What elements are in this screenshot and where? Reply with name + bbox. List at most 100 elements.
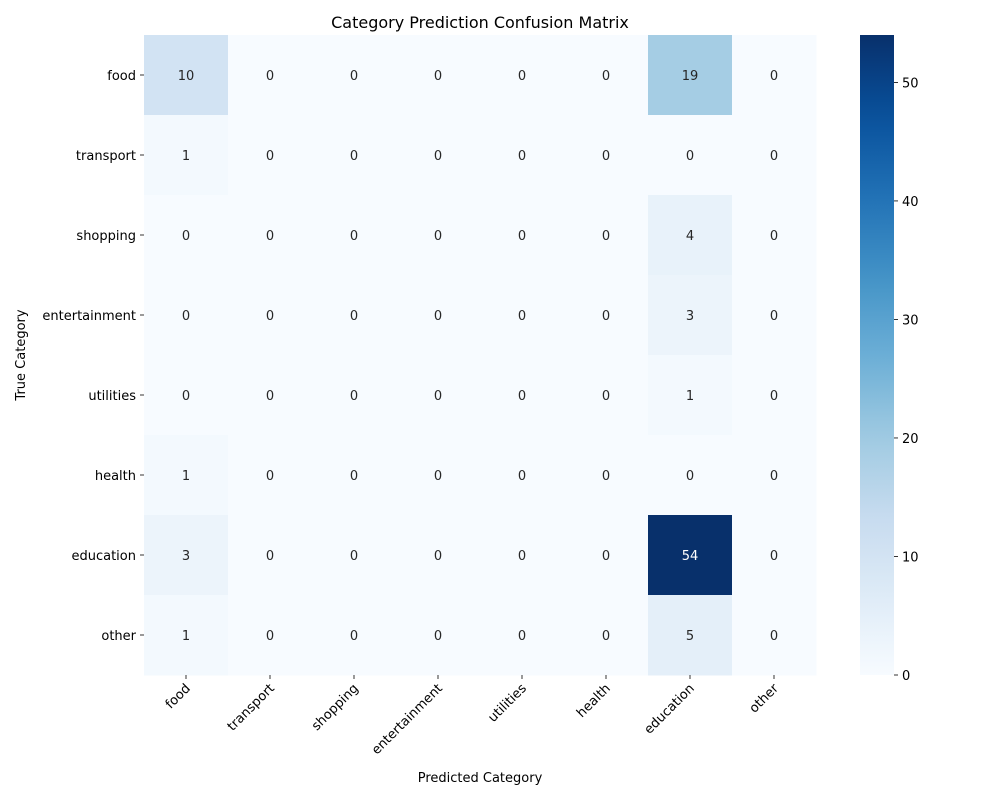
heatmap-cell <box>480 115 565 196</box>
heatmap-cell <box>228 435 313 516</box>
heatmap-cell <box>312 435 397 516</box>
y-tick-label: transport <box>76 149 136 164</box>
heatmap-cell <box>144 115 229 196</box>
cell-value-label: 10 <box>178 69 195 84</box>
x-tick-label: health <box>574 681 614 721</box>
cell-value-label: 4 <box>686 229 694 244</box>
cell-value-label: 0 <box>266 629 274 644</box>
cell-value-label: 0 <box>770 149 778 164</box>
cell-value-label: 0 <box>770 229 778 244</box>
heatmap-cell <box>732 195 817 276</box>
heatmap-cell <box>564 515 649 596</box>
heatmap-cell <box>396 595 481 676</box>
cell-value-label: 0 <box>434 389 442 404</box>
y-tick-label: health <box>95 469 136 484</box>
heatmap-cell <box>480 515 565 596</box>
y-tick-label: food <box>107 69 136 84</box>
heatmap-cell <box>228 595 313 676</box>
heatmap-cell <box>480 35 565 116</box>
cell-value-label: 0 <box>770 469 778 484</box>
heatmap-cell <box>144 595 229 676</box>
cell-value-label: 0 <box>266 469 274 484</box>
heatmap-cell-labels: 10 0 0 0 0 0 19 01 0 0 0 0 0 0 00 0 0 0 0 0 4 00 0 0 0 0 0 3 00 0 0 0 0 0… <box>178 69 778 644</box>
heatmap-cell <box>480 275 565 356</box>
cell-value-label: 0 <box>602 469 610 484</box>
heatmap-cell <box>732 35 817 116</box>
heatmap-cell <box>480 195 565 276</box>
heatmap-cell <box>228 355 313 436</box>
x-tick-label: shopping <box>309 681 362 734</box>
heatmap-cell <box>732 595 817 676</box>
heatmap-cell <box>648 115 733 196</box>
cell-value-label: 0 <box>182 229 190 244</box>
colorbar-tick-label: 0 <box>902 669 910 684</box>
heatmap-cells <box>144 35 817 676</box>
cell-value-label: 1 <box>686 389 694 404</box>
heatmap-cell <box>564 35 649 116</box>
cell-value-label: 0 <box>602 549 610 564</box>
heatmap-cell <box>732 435 817 516</box>
cell-value-label: 0 <box>266 389 274 404</box>
cell-value-label: 0 <box>182 389 190 404</box>
cell-value-label: 0 <box>602 389 610 404</box>
cell-value-label: 0 <box>434 549 442 564</box>
y-axis-ticks: food transport shopping entertainment utilit… <box>42 69 144 644</box>
cell-value-label: 0 <box>770 549 778 564</box>
y-tick-label: entertainment <box>42 309 136 324</box>
heatmap-cell <box>312 355 397 436</box>
heatmap-cell <box>228 35 313 116</box>
colorbar-tick-label: 50 <box>902 76 919 91</box>
cell-value-label: 0 <box>770 629 778 644</box>
cell-value-label: 0 <box>434 149 442 164</box>
heatmap-cell <box>396 195 481 276</box>
heatmap-cell <box>312 275 397 356</box>
colorbar-ticks: 0 10 20 30 40 50 <box>894 76 919 684</box>
cell-value-label: 0 <box>602 309 610 324</box>
heatmap-cell <box>480 595 565 676</box>
heatmap-cell <box>564 355 649 436</box>
cell-value-label: 0 <box>434 629 442 644</box>
cell-value-label: 0 <box>518 389 526 404</box>
x-axis-label: Predicted Category <box>418 771 543 786</box>
cell-value-label: 0 <box>266 149 274 164</box>
colorbar-tick-label: 10 <box>902 550 919 565</box>
heatmap-cell <box>564 275 649 356</box>
heatmap-cell <box>312 195 397 276</box>
cell-value-label: 0 <box>434 309 442 324</box>
colorbar-tick-label: 20 <box>902 432 919 447</box>
y-axis-label: True Category <box>14 309 29 401</box>
heatmap-cell <box>228 115 313 196</box>
heatmap-cell <box>648 435 733 516</box>
cell-value-label: 0 <box>602 229 610 244</box>
heatmap-cell <box>480 435 565 516</box>
heatmap-cell <box>396 275 481 356</box>
cell-value-label: 5 <box>686 629 694 644</box>
cell-value-label: 0 <box>350 149 358 164</box>
heatmap-cell <box>648 355 733 436</box>
colorbar-tick-label: 30 <box>902 313 919 328</box>
cell-value-label: 1 <box>182 629 190 644</box>
heatmap-cell <box>312 595 397 676</box>
cell-value-label: 0 <box>266 229 274 244</box>
cell-value-label: 3 <box>182 549 190 564</box>
x-tick-label: entertainment <box>369 681 446 758</box>
heatmap-cell <box>312 35 397 116</box>
heatmap-cell <box>144 515 229 596</box>
cell-value-label: 0 <box>182 309 190 324</box>
cell-value-label: 0 <box>602 149 610 164</box>
heatmap-cell <box>648 275 733 356</box>
cell-value-label: 0 <box>770 309 778 324</box>
heatmap-cell <box>396 115 481 196</box>
heatmap-cell <box>648 595 733 676</box>
y-tick-label: other <box>101 629 136 644</box>
colorbar-gradient <box>860 35 894 675</box>
heatmap-cell <box>732 515 817 596</box>
cell-value-label: 54 <box>682 549 699 564</box>
y-tick-label: shopping <box>76 229 136 244</box>
cell-value-label: 0 <box>434 69 442 84</box>
cell-value-label: 0 <box>770 69 778 84</box>
heatmap-cell <box>648 35 733 116</box>
heatmap-cell <box>396 515 481 596</box>
heatmap-cell <box>732 275 817 356</box>
